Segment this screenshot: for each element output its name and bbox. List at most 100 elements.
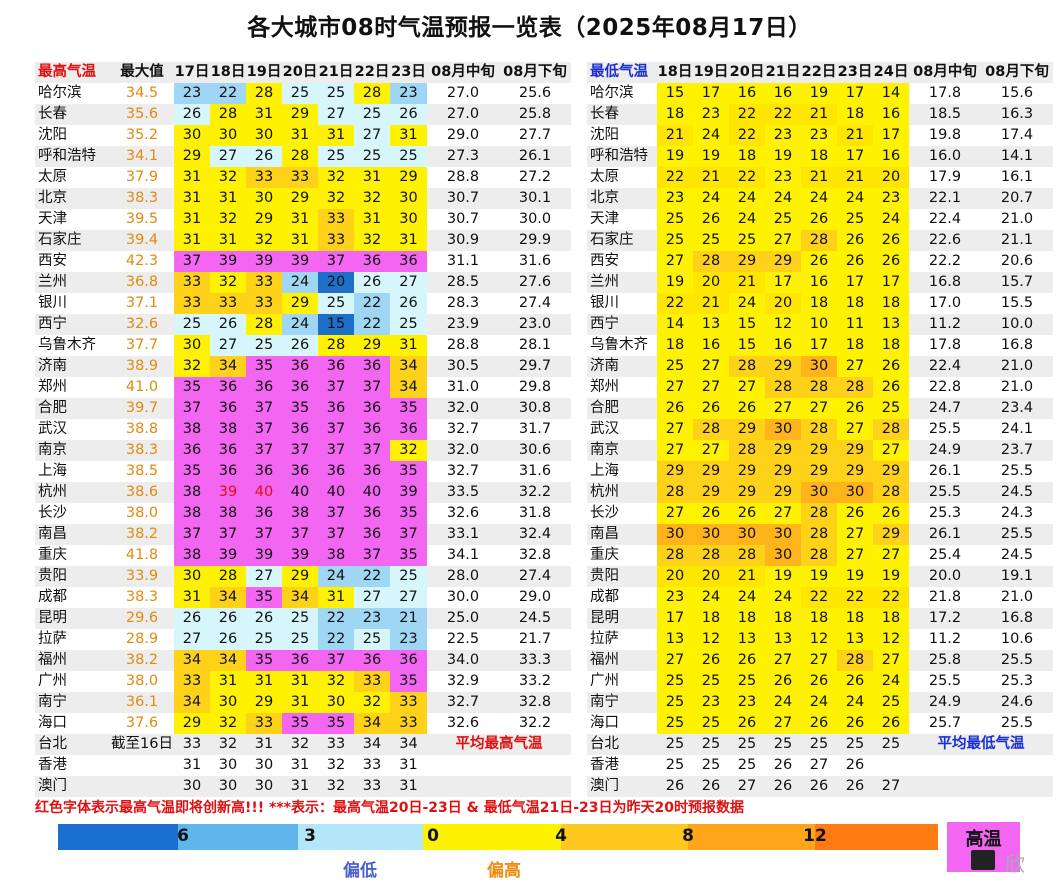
table-row: 拉萨 13 12 13 13 12 13 12 11.2 10.6 — [587, 629, 1053, 650]
record-max: 33.9 — [110, 566, 174, 587]
temp-cell: 37 — [318, 650, 354, 671]
period-avg: 19.1 — [981, 566, 1053, 587]
temp-cell: 25 — [657, 671, 693, 692]
temp-cell: 20 — [657, 566, 693, 587]
temp-cell: 25 — [729, 755, 765, 776]
city-name: 南昌 — [587, 524, 657, 545]
temp-cell: 36 — [390, 419, 427, 440]
temp-cell: 23 — [657, 188, 693, 209]
temp-cell: 29 — [282, 293, 318, 314]
period-avg: 25.8 — [499, 104, 571, 125]
city-name: 台北 — [35, 734, 110, 755]
temp-cell: 35 — [318, 713, 354, 734]
period-avg: 20.7 — [981, 188, 1053, 209]
temp-cell: 30 — [657, 524, 693, 545]
temp-cell: 19 — [693, 146, 729, 167]
temp-cell: 22 — [729, 125, 765, 146]
temp-cell: 18 — [801, 293, 837, 314]
record-max: 41.8 — [110, 545, 174, 566]
table-row: 海口 25 25 26 27 26 26 26 25.7 25.5 — [587, 713, 1053, 734]
max-table-header: 20日 — [282, 62, 318, 83]
temp-cell: 24 — [729, 209, 765, 230]
record-max: 38.2 — [110, 650, 174, 671]
table-row: 贵阳 33.9 30 28 27 29 24 22 25 28.0 27.4 — [35, 566, 571, 587]
temp-cell: 29 — [390, 167, 427, 188]
city-name: 武汉 — [35, 419, 110, 440]
period-avg: 17.4 — [981, 125, 1053, 146]
footnote: 红色字体表示最高气温即将创新高!!! ***表示：最高气温20日-23日 & 最… — [35, 800, 744, 816]
temp-cell: 24 — [765, 587, 801, 608]
period-avg: 25.7 — [909, 713, 981, 734]
min-table-header: 22日 — [801, 62, 837, 83]
legend-number: 6 — [177, 826, 189, 846]
temp-cell: 16 — [801, 272, 837, 293]
period-avg: 24.6 — [981, 692, 1053, 713]
temp-cell: 25 — [729, 734, 765, 755]
temp-cell: 36 — [354, 503, 390, 524]
temp-cell: 35 — [390, 503, 427, 524]
temp-cell: 24 — [837, 692, 873, 713]
period-avg: 32.6 — [427, 713, 499, 734]
temp-cell: 38 — [210, 419, 246, 440]
temp-cell: 37 — [282, 524, 318, 545]
temp-cell: 36 — [354, 356, 390, 377]
city-name: 澳门 — [35, 776, 110, 797]
city-name: 香港 — [35, 755, 110, 776]
temp-cell: 30 — [390, 209, 427, 230]
temp-cell: 25 — [282, 608, 318, 629]
city-name: 石家庄 — [35, 230, 110, 251]
table-row: 海口 37.6 29 32 33 35 35 34 33 32.6 32.2 — [35, 713, 571, 734]
city-name: 兰州 — [35, 272, 110, 293]
period-avg: 25.5 — [981, 461, 1053, 482]
record-max: 39.4 — [110, 230, 174, 251]
temp-cell: 37 — [354, 440, 390, 461]
temp-cell: 26 — [801, 251, 837, 272]
temp-cell: 29 — [873, 524, 909, 545]
temp-cell: 18 — [729, 608, 765, 629]
period-avg: 31.6 — [499, 251, 571, 272]
period-avg: 23.7 — [981, 440, 1053, 461]
temp-cell: 26 — [801, 671, 837, 692]
temp-cell: 25 — [657, 230, 693, 251]
min-temp-table: 最低气温 18日 19日 20日 21日 22日 23日 24日 08月中旬 08月下旬 哈尔滨 15… — [587, 62, 1053, 797]
temp-cell: 26 — [873, 251, 909, 272]
period-avg: 22.1 — [909, 188, 981, 209]
period-avg: 31.6 — [499, 461, 571, 482]
temp-cell: 27 — [693, 377, 729, 398]
temp-cell: 35 — [282, 398, 318, 419]
period-avg: 34.0 — [427, 650, 499, 671]
temp-cell: 36 — [246, 503, 282, 524]
temp-cell: 25 — [693, 671, 729, 692]
city-name: 成都 — [587, 587, 657, 608]
record-max: 38.3 — [110, 188, 174, 209]
record-max: 42.3 — [110, 251, 174, 272]
temp-cell: 22 — [354, 566, 390, 587]
period-avg: 24.7 — [909, 398, 981, 419]
table-row: 西安 42.3 37 39 39 39 37 36 36 31.1 31.6 — [35, 251, 571, 272]
temp-cell: 31 — [174, 167, 210, 188]
temp-cell: 36 — [354, 650, 390, 671]
temp-cell: 20 — [765, 293, 801, 314]
period-avg: 33.1 — [427, 524, 499, 545]
city-name: 杭州 — [35, 482, 110, 503]
temp-cell: 30 — [390, 188, 427, 209]
temp-cell: 30 — [174, 125, 210, 146]
table-row: 济南 25 27 28 29 30 27 26 22.4 21.0 — [587, 356, 1053, 377]
period-avg: 20.0 — [909, 566, 981, 587]
temp-cell: 30 — [837, 482, 873, 503]
temp-cell: 31 — [210, 671, 246, 692]
temp-cell: 16 — [693, 335, 729, 356]
temp-cell: 12 — [765, 314, 801, 335]
temp-cell: 19 — [657, 146, 693, 167]
table-row: 贵阳 20 20 21 19 19 19 19 20.0 19.1 — [587, 566, 1053, 587]
temp-cell: 37 — [174, 251, 210, 272]
temp-cell: 26 — [729, 398, 765, 419]
temp-cell: 37 — [246, 440, 282, 461]
period-avg: 19.8 — [909, 125, 981, 146]
temp-cell: 28 — [765, 377, 801, 398]
temp-cell: 28 — [693, 251, 729, 272]
period-avg: 21.0 — [981, 377, 1053, 398]
hot-legend-box: 高温 — [947, 822, 1020, 872]
temp-cell: 27 — [765, 503, 801, 524]
period-avg: 28.8 — [427, 167, 499, 188]
